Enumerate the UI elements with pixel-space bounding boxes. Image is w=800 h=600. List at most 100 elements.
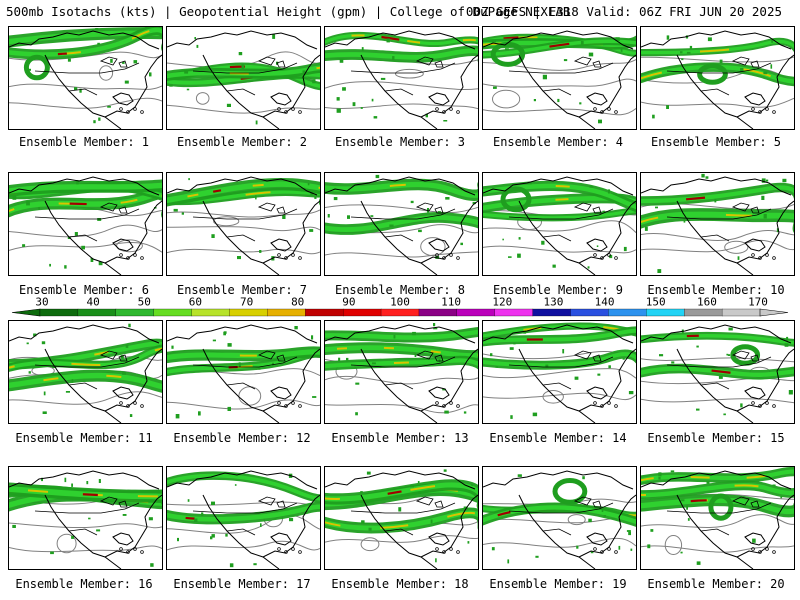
wind-map-7 xyxy=(167,176,320,275)
wind-speckle xyxy=(186,88,190,91)
wind-speckle xyxy=(95,28,99,30)
member-label-12: Ensemble Member: 12 xyxy=(173,431,311,445)
island xyxy=(284,110,288,114)
wind-speckle xyxy=(671,361,675,364)
island xyxy=(133,401,137,405)
wind-speckle xyxy=(368,527,372,531)
colorbar-segment xyxy=(418,308,458,317)
jet-band-inner xyxy=(483,328,636,345)
colorbar-tick-label: 160 xyxy=(697,296,717,309)
member-label-3: Ensemble Member: 3 xyxy=(334,135,466,149)
wind-speckle xyxy=(26,342,29,345)
wind-speckle xyxy=(658,472,662,477)
wind-map-16 xyxy=(9,470,162,569)
great-lakes xyxy=(573,202,602,214)
wind-speckle xyxy=(615,37,620,41)
height-contour-closed xyxy=(395,68,424,79)
wind-speckle xyxy=(253,563,257,566)
wind-speckle xyxy=(602,210,605,213)
jet-band-inner xyxy=(167,473,320,501)
island xyxy=(765,253,769,257)
map-title: 500mb Isotachs (kts) | Geopotential Heig… xyxy=(6,4,571,19)
wind-map-18 xyxy=(325,469,478,569)
wind-speckle xyxy=(433,327,438,330)
ensemble-panel-11 xyxy=(8,320,163,424)
wind-speckle xyxy=(380,77,386,80)
wind-speckle xyxy=(211,534,215,538)
wind-speckle xyxy=(238,52,243,56)
height-contour xyxy=(325,81,478,91)
wind-map-14 xyxy=(483,322,636,423)
wind-speckle xyxy=(237,256,241,260)
wind-speckle xyxy=(696,561,701,565)
island xyxy=(291,107,295,111)
height-contour xyxy=(641,56,794,63)
wind-speckle xyxy=(502,238,504,241)
height-contour xyxy=(641,239,794,253)
wind-speckle xyxy=(626,530,631,532)
political-border xyxy=(350,208,456,242)
wind-speckle xyxy=(706,481,710,484)
wind-speckle xyxy=(740,403,743,408)
island xyxy=(140,404,144,408)
ensemble-panel-16 xyxy=(8,466,163,570)
wind-speckle xyxy=(81,245,85,250)
wind-speckle xyxy=(443,469,447,472)
colorbar-segment xyxy=(343,308,382,317)
wind-speckle xyxy=(188,178,190,181)
wind-speckle xyxy=(580,41,584,45)
height-contour-closed xyxy=(542,390,564,404)
colorbar-segment xyxy=(267,308,306,317)
island xyxy=(442,550,446,554)
wind-speckle xyxy=(43,391,46,396)
political-border xyxy=(34,62,140,96)
island xyxy=(593,107,597,111)
ensemble-panel-7 xyxy=(166,172,321,276)
jet-band-inner xyxy=(641,366,794,377)
wind-speckle xyxy=(194,518,198,522)
ensemble-panel-19 xyxy=(482,466,637,570)
colorbar-segment xyxy=(684,308,723,317)
great-lakes xyxy=(257,350,286,362)
wind-speckle xyxy=(588,52,594,57)
wind-speckle xyxy=(445,197,450,200)
colorbar-segment xyxy=(646,308,685,317)
wind-speckle xyxy=(105,498,109,501)
wind-speckle xyxy=(229,563,234,568)
island xyxy=(140,110,144,114)
ensemble-panel-6 xyxy=(8,172,163,276)
coastline xyxy=(167,470,320,569)
wind-speckle xyxy=(194,37,196,40)
island xyxy=(449,547,453,551)
wind-map-5 xyxy=(641,30,794,129)
closed-low-ring xyxy=(23,54,50,81)
wind-speckle xyxy=(471,484,474,486)
wind-speckle xyxy=(65,391,70,393)
island xyxy=(291,547,295,551)
island xyxy=(298,404,302,408)
political-border xyxy=(192,356,298,390)
wind-speckle xyxy=(686,505,688,510)
island xyxy=(456,404,460,408)
ensemble-panel-8 xyxy=(324,172,479,276)
colorbar-min-arrow xyxy=(11,308,41,317)
great-lakes xyxy=(573,496,602,508)
wind-speckle xyxy=(355,382,360,385)
wind-speckle xyxy=(659,354,664,357)
wind-speckle xyxy=(719,59,723,64)
wind-speckle xyxy=(67,58,71,62)
coastline xyxy=(641,470,794,569)
wind-map-3 xyxy=(325,30,478,129)
wind-speckle xyxy=(307,183,310,186)
island xyxy=(772,256,776,260)
island xyxy=(600,550,604,554)
colorbar-tick-label: 70 xyxy=(240,296,253,309)
wind-speckle xyxy=(171,345,174,349)
coastline xyxy=(483,470,636,569)
wind-speckle xyxy=(201,512,204,517)
great-lakes xyxy=(731,350,760,362)
wind-speckle xyxy=(212,339,216,342)
jet-band-inner xyxy=(325,214,478,232)
wind-speckle xyxy=(12,195,17,200)
wind-map-4 xyxy=(483,30,636,129)
